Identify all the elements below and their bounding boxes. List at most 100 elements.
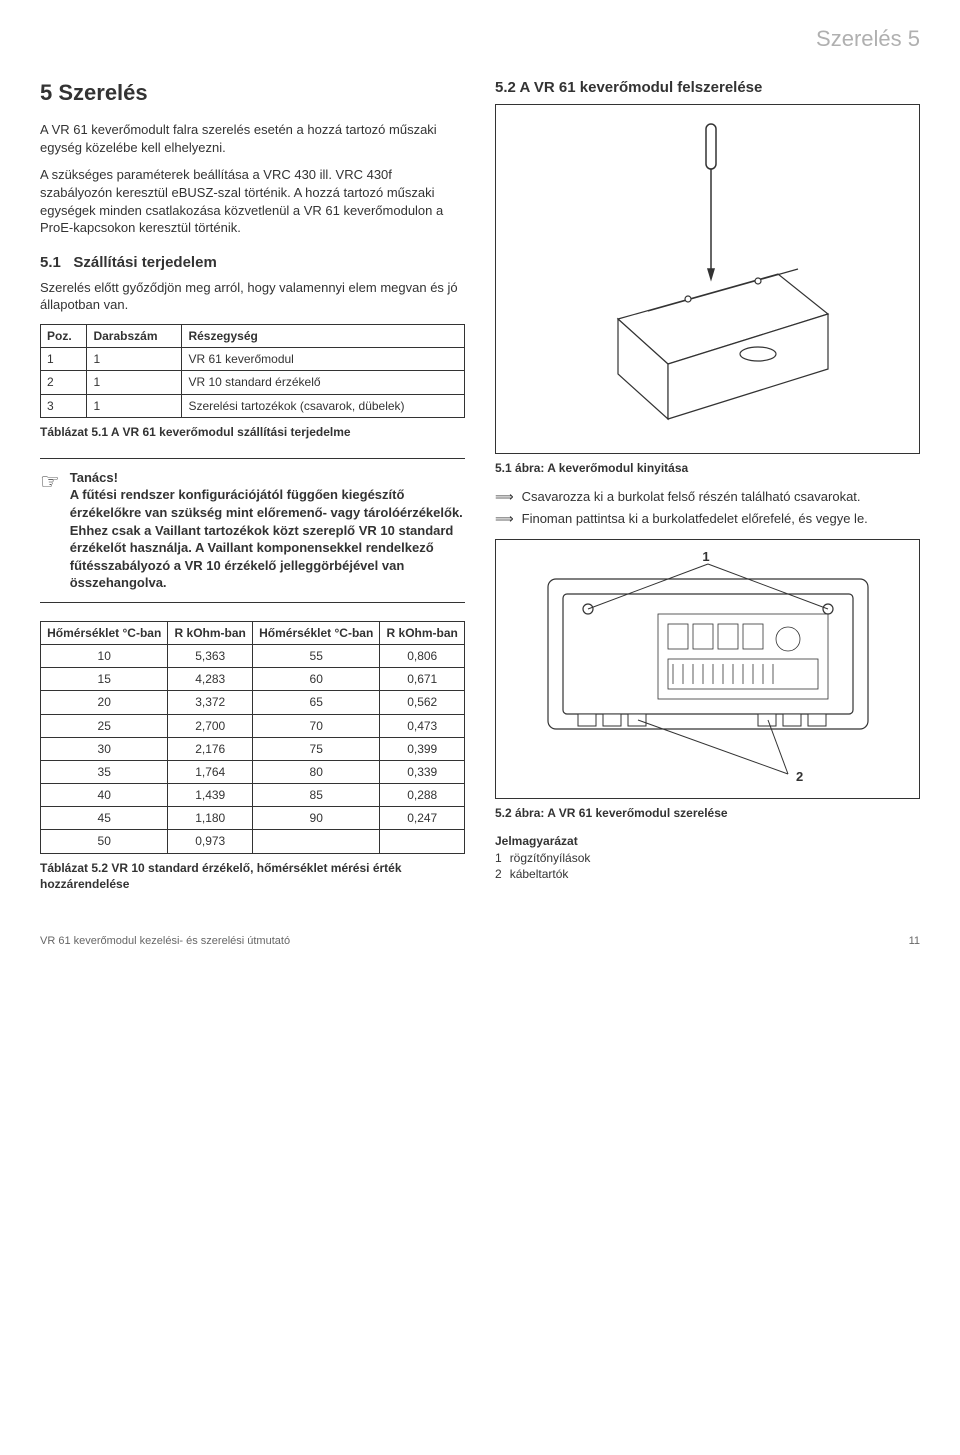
table-header: Poz. (41, 325, 87, 348)
subsection-number: 5.1 (40, 254, 61, 271)
tip-title: Tanács! (70, 470, 118, 485)
arrow-icon: ⟹ (495, 488, 514, 506)
table-cell: 0,671 (380, 668, 465, 691)
table-5-1-caption: Táblázat 5.1 A VR 61 keverőmodul szállít… (40, 424, 465, 440)
module-open-illustration-icon (558, 119, 858, 439)
table-5-2: Hőmérséklet °C-ban R kOhm-ban Hőmérsékle… (40, 621, 465, 854)
legend-text: kábeltartók (510, 866, 569, 882)
table-cell: 35 (41, 760, 168, 783)
module-mount-illustration-icon: 1 2 (528, 549, 888, 789)
table-cell: 75 (252, 737, 379, 760)
legend-title: Jelmagyarázat (495, 833, 920, 849)
figure-5-1 (495, 104, 920, 454)
table-cell (380, 830, 465, 853)
table-cell: 0,806 (380, 644, 465, 667)
hand-pointer-icon: ☞ (40, 469, 60, 592)
table-row: 31Szerelési tartozékok (csavarok, dübele… (41, 394, 465, 417)
table-cell: 1 (41, 348, 87, 371)
table-cell: 25 (41, 714, 168, 737)
table-row: 451,180900,247 (41, 807, 465, 830)
intro-paragraph-2: A szükséges paraméterek beállítása a VRC… (40, 166, 465, 236)
table-row: 11VR 61 keverőmodul (41, 348, 465, 371)
legend-number: 1 (495, 850, 502, 866)
table-cell: 80 (252, 760, 379, 783)
tip-body: Tanács! A fűtési rendszer konfigurációjá… (70, 469, 465, 592)
legend-list: 1 rögzítőnyílások 2 kábeltartók (495, 850, 920, 882)
step-text: Finoman pattintsa ki a burkolatfedelet e… (522, 510, 868, 528)
table-header: R kOhm-ban (380, 621, 465, 644)
figure-5-1-caption: 5.1 ábra: A keverőmodul kinyitása (495, 460, 920, 476)
table-cell: 30 (41, 737, 168, 760)
table-cell: 3,372 (168, 691, 253, 714)
tip-text: A fűtési rendszer konfigurációjától függ… (70, 487, 463, 590)
table-cell: 70 (252, 714, 379, 737)
footer-doc-title: VR 61 keverőmodul kezelési- és szerelési… (40, 934, 290, 949)
table-cell: 65 (252, 691, 379, 714)
table-row: 351,764800,339 (41, 760, 465, 783)
page-header: Szerelés 5 (40, 24, 920, 54)
table-row: 105,363550,806 (41, 644, 465, 667)
table-cell (252, 830, 379, 853)
arrow-icon: ⟹ (495, 510, 514, 528)
subsection-5-1-title: 5.1 Szállítási terjedelem (40, 253, 465, 273)
table-row: 252,700700,473 (41, 714, 465, 737)
table-5-2-caption: Táblázat 5.2 VR 10 standard érzékelő, hő… (40, 860, 465, 892)
right-column: 5.2 A VR 61 keverőmodul felszerelése (495, 78, 920, 904)
subsection-5-2-title: 5.2 A VR 61 keverőmodul felszerelése (495, 78, 920, 98)
subsection-label: Szállítási terjedelem (73, 254, 216, 271)
footer-page-number: 11 (909, 934, 920, 949)
table-cell: 0,973 (168, 830, 253, 853)
table-row: 401,439850,288 (41, 784, 465, 807)
table-cell: VR 10 standard érzékelő (182, 371, 465, 394)
list-item: ⟹ Csavarozza ki a burkolat felső részén … (495, 488, 920, 506)
table-cell: 55 (252, 644, 379, 667)
instruction-steps: ⟹ Csavarozza ki a burkolat felső részén … (495, 488, 920, 527)
table-row: 154,283600,671 (41, 668, 465, 691)
figure-5-2-caption: 5.2 ábra: A VR 61 keverőmodul szerelése (495, 805, 920, 821)
table-row: 302,176750,399 (41, 737, 465, 760)
table-cell: 40 (41, 784, 168, 807)
list-item: 2 kábeltartók (495, 866, 920, 882)
table-row: 500,973 (41, 830, 465, 853)
table-cell: 2,176 (168, 737, 253, 760)
table-row: 203,372650,562 (41, 691, 465, 714)
table-cell: 1 (87, 394, 182, 417)
table-header: R kOhm-ban (168, 621, 253, 644)
table-cell: 60 (252, 668, 379, 691)
callout-2-label: 2 (796, 769, 803, 784)
table-cell: 15 (41, 668, 168, 691)
table-cell: 4,283 (168, 668, 253, 691)
table-cell: 0,399 (380, 737, 465, 760)
table-cell: 20 (41, 691, 168, 714)
intro-paragraph-1: A VR 61 keverőmodult falra szerelés eset… (40, 121, 465, 156)
main-columns: 5 Szerelés A VR 61 keverőmodult falra sz… (40, 78, 920, 904)
table-cell: 0,288 (380, 784, 465, 807)
page-footer: VR 61 keverőmodul kezelési- és szerelési… (40, 934, 920, 949)
table-cell: 45 (41, 807, 168, 830)
table-header: Darabszám (87, 325, 182, 348)
table-cell: 10 (41, 644, 168, 667)
table-cell: Szerelési tartozékok (csavarok, dübelek) (182, 394, 465, 417)
table-cell: 1 (87, 371, 182, 394)
table-cell: 1 (87, 348, 182, 371)
step-text: Csavarozza ki a burkolat felső részén ta… (522, 488, 861, 506)
callout-1-label: 1 (702, 549, 709, 564)
table-cell: 3 (41, 394, 87, 417)
table-cell: 1,764 (168, 760, 253, 783)
table-cell: 1,180 (168, 807, 253, 830)
table-cell: 50 (41, 830, 168, 853)
table-cell: 2 (41, 371, 87, 394)
table-cell: 2,700 (168, 714, 253, 737)
legend-number: 2 (495, 866, 502, 882)
section-5-title: 5 Szerelés (40, 78, 465, 108)
table-cell: 90 (252, 807, 379, 830)
subsection-5-1-text: Szerelés előtt győződjön meg arról, hogy… (40, 279, 465, 314)
table-5-1: Poz. Darabszám Részegység 11VR 61 keverő… (40, 324, 465, 418)
list-item: 1 rögzítőnyílások (495, 850, 920, 866)
table-cell: 0,473 (380, 714, 465, 737)
table-cell: 1,439 (168, 784, 253, 807)
table-row: 21VR 10 standard érzékelő (41, 371, 465, 394)
list-item: ⟹ Finoman pattintsa ki a burkolatfedelet… (495, 510, 920, 528)
figure-5-2: 1 2 (495, 539, 920, 799)
legend-text: rögzítőnyílások (510, 850, 591, 866)
